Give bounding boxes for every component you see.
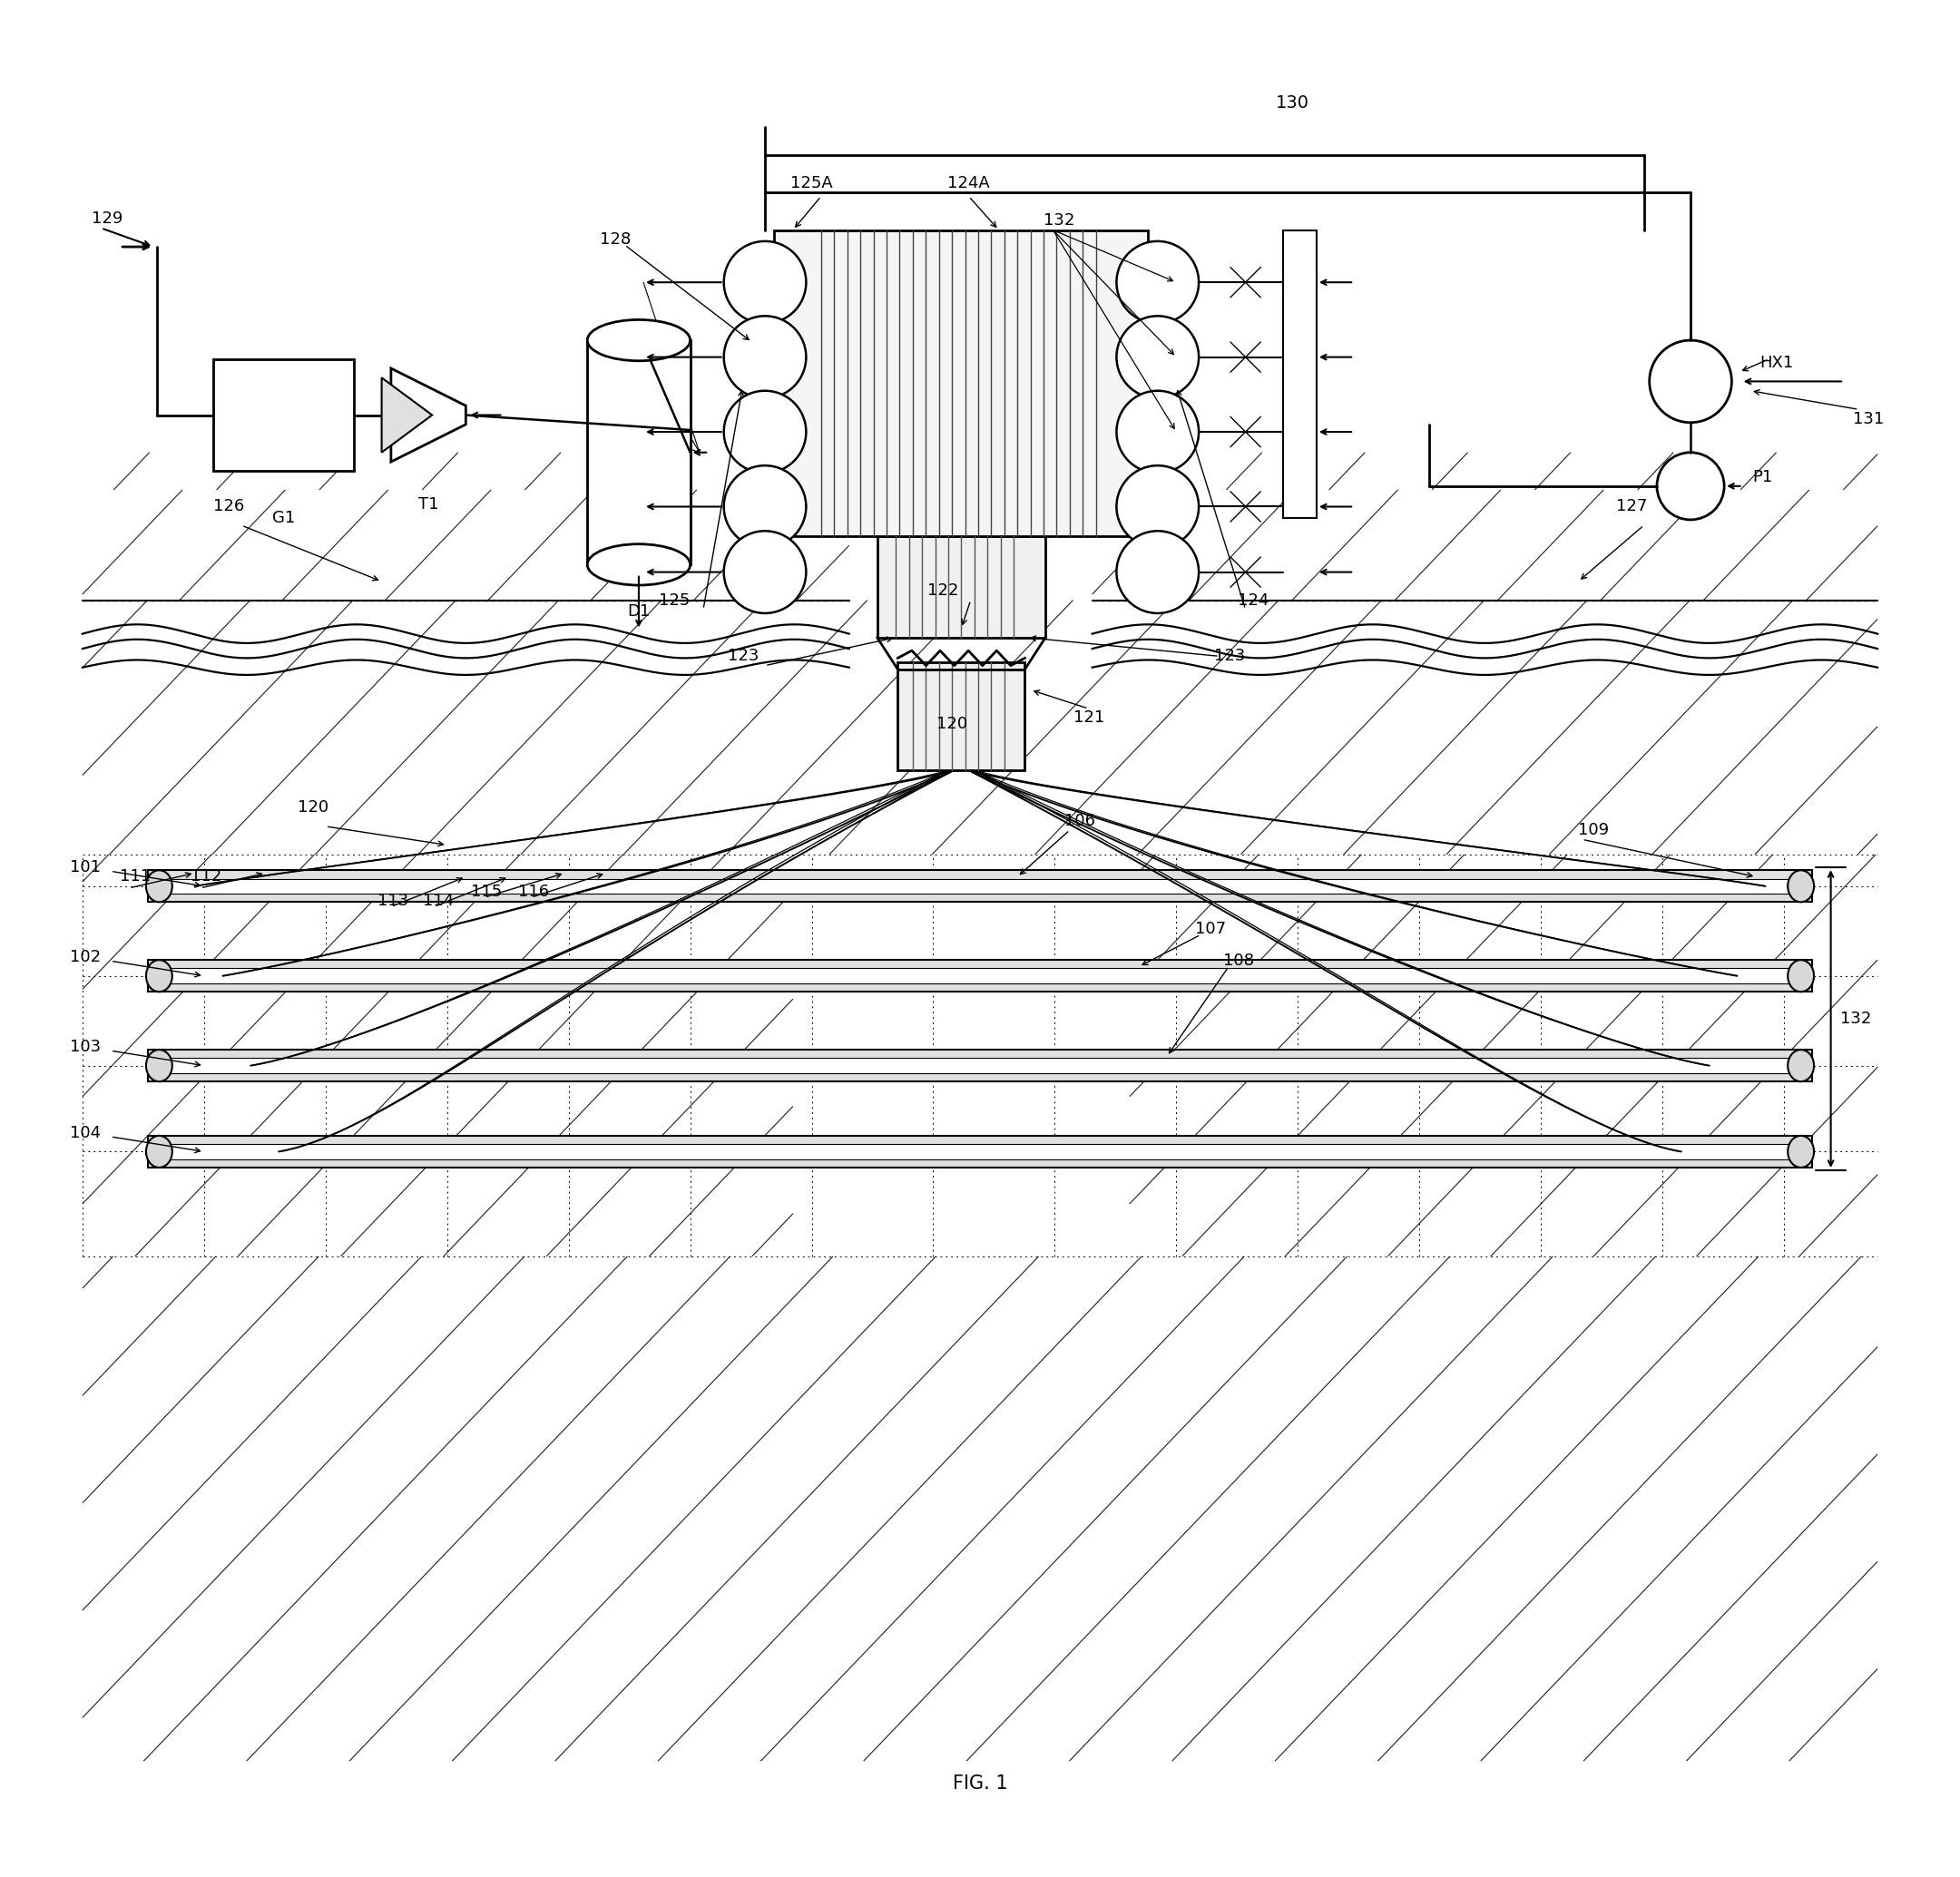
Ellipse shape (588, 544, 690, 586)
Circle shape (1650, 340, 1733, 422)
Circle shape (723, 465, 806, 548)
Text: 107: 107 (1196, 922, 1227, 937)
Circle shape (723, 531, 806, 614)
Bar (588, 340, 690, 565)
Text: FIG. 1: FIG. 1 (953, 1774, 1007, 1793)
Text: 132: 132 (1043, 212, 1074, 229)
Text: HX1: HX1 (1760, 355, 1793, 372)
Circle shape (1656, 452, 1725, 520)
Circle shape (1117, 531, 1200, 614)
Bar (764, 156, 1644, 193)
Text: 124A: 124A (947, 175, 990, 191)
Text: T1: T1 (417, 497, 439, 512)
Circle shape (1117, 315, 1200, 398)
Bar (898, 663, 1025, 770)
Bar (214, 359, 353, 471)
Bar (157, 878, 1803, 893)
Bar (147, 1049, 1813, 1081)
Text: 115: 115 (472, 884, 502, 899)
Bar (1149, 248, 1170, 518)
Bar (157, 1145, 1803, 1160)
Polygon shape (390, 368, 466, 462)
Text: 120: 120 (937, 715, 968, 732)
Ellipse shape (147, 959, 172, 991)
Text: P1: P1 (1752, 469, 1772, 484)
Text: 112: 112 (190, 869, 221, 884)
Text: 131: 131 (1854, 411, 1884, 426)
Circle shape (723, 315, 806, 398)
Text: 116: 116 (517, 884, 549, 899)
Text: 106: 106 (1064, 813, 1096, 830)
Circle shape (1117, 465, 1200, 548)
Ellipse shape (147, 1049, 172, 1081)
Text: 108: 108 (1223, 954, 1254, 969)
Bar (774, 231, 1149, 537)
Bar (878, 537, 1045, 638)
Ellipse shape (1788, 871, 1813, 903)
Text: 109: 109 (1578, 822, 1609, 839)
Ellipse shape (147, 871, 172, 903)
Bar (157, 1059, 1803, 1074)
Ellipse shape (588, 319, 690, 360)
Text: 120: 120 (298, 800, 329, 816)
Text: 128: 128 (600, 231, 631, 248)
Bar (147, 959, 1813, 991)
Text: 102: 102 (71, 950, 102, 965)
Ellipse shape (1788, 959, 1813, 991)
Text: 132: 132 (1840, 1010, 1872, 1027)
Bar (1284, 231, 1317, 518)
Text: 122: 122 (927, 582, 958, 599)
Text: 123: 123 (729, 648, 759, 664)
Text: 126: 126 (214, 499, 245, 514)
Text: 103: 103 (71, 1038, 102, 1055)
Text: 123: 123 (1213, 648, 1245, 664)
Circle shape (1117, 390, 1200, 473)
Text: 125A: 125A (790, 175, 833, 191)
Text: 127: 127 (1615, 499, 1646, 514)
Text: 121: 121 (1074, 710, 1105, 726)
Text: 129: 129 (92, 210, 123, 227)
Bar (147, 1136, 1813, 1167)
Ellipse shape (147, 1136, 172, 1167)
Polygon shape (382, 377, 431, 452)
Bar (753, 248, 774, 518)
Circle shape (723, 390, 806, 473)
Text: D1: D1 (627, 603, 651, 619)
Bar (147, 871, 1813, 903)
Text: 124: 124 (1239, 591, 1270, 608)
Text: 111: 111 (120, 869, 151, 884)
Circle shape (1117, 242, 1200, 323)
Text: 104: 104 (71, 1124, 102, 1141)
Text: 113: 113 (378, 893, 410, 908)
Text: G1: G1 (272, 511, 294, 526)
Text: 130: 130 (1276, 94, 1309, 111)
Text: 125: 125 (659, 591, 690, 608)
Bar (157, 969, 1803, 984)
Text: 101: 101 (71, 860, 102, 877)
Ellipse shape (1788, 1136, 1813, 1167)
Circle shape (723, 242, 806, 323)
Text: 114: 114 (423, 893, 455, 908)
Ellipse shape (1788, 1049, 1813, 1081)
